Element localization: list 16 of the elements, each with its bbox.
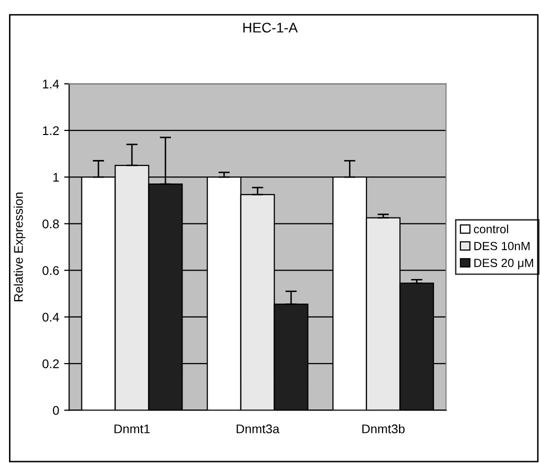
y-axis-title: Relative Expression: [14, 192, 26, 302]
x-tick-label: Dnmt3a: [236, 424, 280, 434]
y-tick-label: 1: [53, 172, 59, 182]
y-tick-label: 0: [52, 406, 59, 415]
chart-title: HEC-1-A: [243, 22, 298, 33]
y-tick-label: 1.2: [42, 126, 59, 135]
y-tick-label: 0.6: [42, 266, 59, 275]
legend-label: DES 10nM: [474, 242, 530, 250]
y-tick-label: 0.4: [42, 312, 60, 322]
x-tick-label: Dnmt3b: [362, 424, 405, 434]
x-tick-label: Dnmt1: [114, 424, 150, 434]
legend-label: control: [474, 224, 508, 234]
y-tick-label: 1.4: [42, 80, 60, 88]
legend-label: DES 20 μM: [474, 258, 534, 270]
y-tick-label: 0.8: [42, 219, 59, 228]
y-tick-label: 0.2: [42, 359, 59, 368]
